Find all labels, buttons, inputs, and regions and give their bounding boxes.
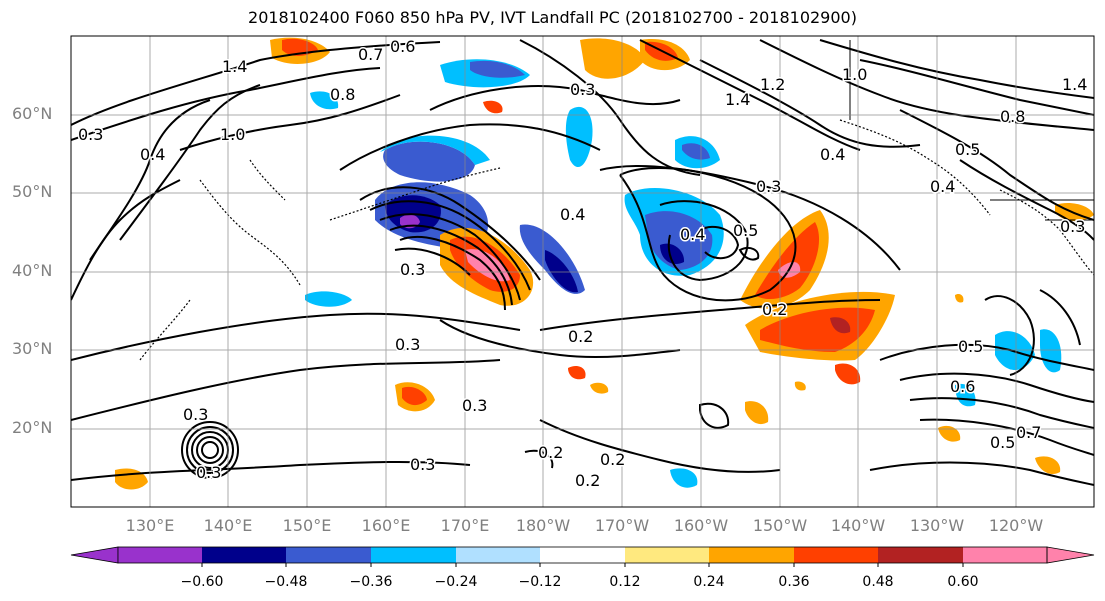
lat-label: 30°N [12,339,53,358]
contour-label: 1.2 [760,75,785,94]
contour-label: 0.3 [570,80,595,99]
colorbar-cell [118,547,202,563]
pv-shading [115,37,1094,490]
contour-label: 0.8 [1000,107,1025,126]
colorbar-tick-label: 0.12 [609,574,641,590]
contour-label: 0.8 [330,85,355,104]
colorbar-tick-label: 0.48 [862,574,894,590]
lat-label: 60°N [12,104,53,123]
colorbar-cell [794,547,878,563]
colorbar-tick-label: −0.24 [434,574,478,590]
contour-label: 0.5 [958,337,983,356]
lon-label: 150°E [282,516,332,535]
gridlines [71,36,1094,507]
contour-label: 0.4 [560,205,585,224]
contour-label: 0.3 [462,396,487,415]
contour-label: 0.6 [390,37,415,56]
colorbar-tick-label: −0.48 [264,574,308,590]
colorbar-tick-label: 0.24 [693,574,725,590]
contour-label: 1.0 [220,125,245,144]
contour-label: 0.3 [756,177,781,196]
colorbar-frame [117,546,1048,564]
contour-label: 0.7 [1016,423,1041,442]
lon-label: 120°W [988,516,1044,535]
colorbar-cell [709,547,794,563]
colorbar-tick-label: −0.60 [180,574,224,590]
contour-label: 0.4 [680,225,705,244]
colorbar-extend-max [1046,546,1095,564]
colorbar-tick-label: 0.36 [778,574,810,590]
lon-label: 160°W [673,516,729,535]
contour-labels: 0.6 1.4 0.3 0.4 0.8 1.0 0.7 0.4 0.3 0.3 … [77,36,1089,492]
contour-label: 0.3 [78,125,103,144]
contour-label: 0.4 [820,145,845,164]
lon-label: 140°W [830,516,886,535]
lat-label: 50°N [12,182,53,201]
contour-label: 0.7 [358,45,383,64]
contour-label: 0.3 [395,335,420,354]
colorbar-cell [371,547,456,563]
contour-label: 0.3 [196,463,221,482]
contour-label: 0.3 [1060,217,1085,236]
contour-label: 0.5 [990,433,1015,452]
pv-contours [71,39,1094,486]
lon-label: 170°W [594,516,650,535]
contour-label: 0.2 [600,450,625,469]
contour-label: 0.4 [140,145,165,164]
colorbar-tick-label: −0.12 [518,574,562,590]
colorbar-cell [456,547,540,563]
lon-label: 130°W [909,516,965,535]
lon-label: 180°W [515,516,571,535]
colorbar-tick-label: −0.36 [349,574,393,590]
colorbar [70,546,1095,567]
contour-label: 0.6 [950,377,975,396]
map-panel: 0.6 1.4 0.3 0.4 0.8 1.0 0.7 0.4 0.3 0.3 … [70,35,1095,508]
contour-label: 0.4 [930,177,955,196]
lat-label: 20°N [12,418,53,437]
colorbar-cell [286,547,371,563]
colorbar-cell [625,547,709,563]
lon-label: 150°W [752,516,808,535]
contour-label: 1.0 [842,65,867,84]
lon-label: 170°E [440,516,490,535]
colorbar-extend-min [70,546,119,564]
contour-label: 1.4 [725,90,750,109]
lon-label: 130°E [125,516,175,535]
colorbar-cell [878,547,963,563]
colorbar-cell [963,547,1047,563]
contour-label: 0.3 [183,405,208,424]
map-title: 2018102400 F060 850 hPa PV, IVT Landfall… [248,8,857,27]
contour-label: 1.4 [1062,75,1087,94]
contour-label: 0.3 [400,260,425,279]
lon-label: 140°E [203,516,253,535]
contour-label: 0.3 [410,455,435,474]
boundaries [849,40,1094,221]
lat-label: 40°N [12,261,53,280]
contour-label: 0.2 [762,300,787,319]
contour-label: 0.5 [955,140,980,159]
contour-label: 0.5 [733,221,758,240]
lon-label: 160°E [361,516,411,535]
colorbar-cell [202,547,286,563]
colorbar-tick-label: 0.60 [947,574,979,590]
contour-label: 0.2 [575,471,600,490]
contour-label: 0.2 [538,443,563,462]
coastline [139,119,1094,361]
contour-label: 1.4 [222,57,247,76]
contour-label: 0.2 [568,327,593,346]
colorbar-cell [540,547,625,563]
map-frame [70,35,1095,508]
